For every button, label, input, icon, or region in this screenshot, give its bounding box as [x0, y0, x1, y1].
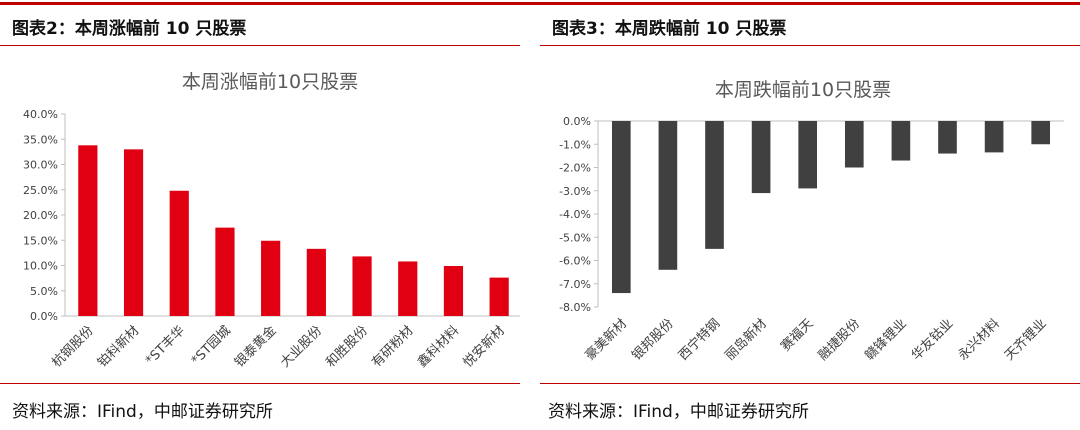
figure-panel-right: 图表3：本周跌幅前 10 只股票 本周跌幅前10只股票 0.0% -1.0% -2.0… — [540, 0, 1080, 430]
losers-bar — [891, 121, 911, 161]
losers-bar — [611, 121, 631, 294]
gainers-bar — [123, 149, 144, 316]
gainers-bar — [352, 256, 372, 316]
figure-title-rule-right — [540, 45, 1080, 46]
source-rule-left — [0, 383, 520, 384]
gainers-bar — [169, 190, 189, 316]
gainers-x-tick-label: *ST园城 — [189, 323, 234, 368]
losers-bar — [844, 121, 864, 168]
figure-panel-left: 图表2：本周涨幅前 10 只股票 本周涨幅前10只股票 0.0% 5.0% 10.0%… — [0, 0, 520, 430]
losers-bar — [938, 121, 957, 154]
source-rule-right — [540, 383, 1080, 384]
gainers-y-tick-label: 0.0% — [30, 310, 58, 323]
gainers-y-tick-label: 5.0% — [30, 285, 58, 298]
losers-x-tick-label: 丽岛新材 — [722, 316, 770, 364]
source-note-right: 资料来源：IFind，中邮证券研究所 — [548, 402, 809, 422]
gainers-y-tick-label: 30.0% — [23, 159, 58, 172]
losers-bar — [751, 121, 771, 194]
losers-bar — [984, 121, 1004, 153]
losers-x-tick-label: 赛福天 — [778, 316, 817, 355]
losers-x-tick-label: 永兴材料 — [956, 316, 1003, 363]
gainers-x-tick-label: 鑫科材料 — [414, 323, 462, 371]
gainers-bar — [489, 277, 509, 316]
losers-x-tick-label: 华友钴业 — [908, 316, 956, 364]
gainers-bar — [398, 261, 418, 316]
gainers-y-tick-label: 15.0% — [23, 234, 58, 247]
gainers-y-tick-label: 25.0% — [23, 184, 58, 197]
gainers-bar — [306, 248, 326, 316]
gainers-x-tick-label: 和胜股份 — [323, 323, 370, 370]
gainers-x-tick-label: *ST丰华 — [143, 323, 188, 368]
top-accent-line — [0, 2, 1080, 5]
gainers-bar — [443, 266, 464, 316]
losers-y-tick-label: -2.0% — [559, 162, 591, 175]
losers-x-tick-label: 赣锋锂业 — [862, 316, 909, 363]
gainers-x-tick-label: 悦安新材 — [460, 323, 508, 371]
figure-title-rule-left — [0, 45, 520, 46]
losers-x-tick-label: 西宁特钢 — [675, 316, 723, 364]
losers-bar — [705, 121, 724, 249]
losers-y-tick-label: -5.0% — [559, 231, 591, 244]
losers-x-tick-label: 融捷股份 — [816, 316, 863, 363]
source-note-left: 资料来源：IFind，中邮证券研究所 — [12, 402, 273, 422]
gainers-x-tick-label: 杭钢股份 — [49, 323, 96, 370]
losers-x-tick-label: 豪美新材 — [582, 316, 630, 364]
gainers-x-tick-label: 大业股份 — [278, 323, 325, 370]
gainers-chart-title: 本周涨幅前10只股票 — [182, 71, 358, 93]
gainers-y-tick-label: 35.0% — [23, 133, 58, 146]
figure-title-right: 图表3：本周跌幅前 10 只股票 — [552, 19, 787, 39]
gainers-bar — [78, 145, 98, 316]
chart-losers: 本周跌幅前10只股票 0.0% -1.0% -2.0% -3.0% -4.0% -5.0% -… — [559, 79, 1064, 364]
gainers-bar — [261, 240, 281, 316]
gainers-x-tick-label: 有研粉材 — [369, 323, 416, 370]
losers-y-tick-label: -6.0% — [559, 255, 591, 268]
chart-gainers: 本周涨幅前10只股票 0.0% 5.0% 10.0% 15.0% 20.0% 25.0% 30… — [23, 71, 520, 371]
losers-y-tick-label: -4.0% — [559, 208, 591, 221]
gainers-x-tick-label: 铂科新材 — [94, 323, 142, 371]
losers-y-tick-label: -8.0% — [559, 301, 591, 314]
gainers-bar — [215, 227, 235, 316]
gainers-y-tick-label: 10.0% — [23, 260, 58, 273]
losers-chart-title: 本周跌幅前10只股票 — [715, 79, 891, 101]
losers-y-tick-label: -1.0% — [559, 138, 591, 151]
gainers-y-tick-label: 20.0% — [23, 209, 58, 222]
losers-bar — [798, 121, 818, 189]
gainers-x-tick-label: 银泰黄金 — [231, 323, 279, 371]
losers-bar — [658, 121, 678, 270]
losers-x-tick-label: 天齐锂业 — [1001, 316, 1049, 364]
losers-x-tick-label: 银邦股份 — [629, 316, 676, 363]
losers-y-tick-label: -3.0% — [559, 185, 591, 198]
figure-title-left: 图表2：本周涨幅前 10 只股票 — [12, 19, 247, 39]
gainers-y-tick-label: 40.0% — [23, 108, 58, 121]
losers-bar — [1031, 121, 1051, 145]
losers-y-tick-label: 0.0% — [563, 115, 591, 128]
losers-y-tick-label: -7.0% — [559, 278, 591, 291]
